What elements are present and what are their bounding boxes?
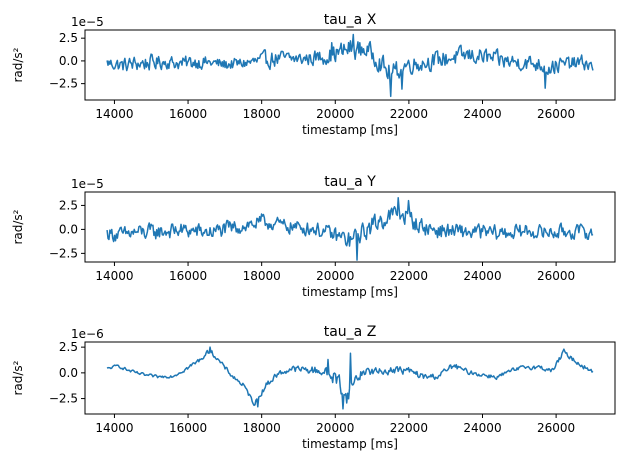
x-tick-label: 22000 (390, 269, 428, 283)
x-tick-label: 16000 (169, 421, 207, 435)
series-line (106, 197, 594, 261)
x-tick-label: 14000 (95, 107, 133, 121)
chart-title: tau_a Z (324, 324, 377, 340)
x-axis-label: timestamp [ms] (302, 123, 398, 137)
y-tick-label: 2.5 (59, 31, 78, 45)
subplot-tau-a-z: 14000 16000 18000 20000 22000 24000 26000 −2.5 0… (11, 324, 616, 451)
x-tick-label: 18000 (243, 107, 281, 121)
chart-title: tau_a Y (324, 174, 376, 190)
x-tick-label: 18000 (243, 269, 281, 283)
plot-frame (84, 29, 616, 101)
y-tick-label: −2.5 (49, 392, 78, 406)
x-tick-label: 20000 (316, 269, 354, 283)
y-offset-text: 1e−6 (71, 327, 104, 341)
y-tick-label: 0.0 (59, 54, 78, 68)
x-tick-label: 20000 (316, 421, 354, 435)
y-tick-label: −2.5 (49, 77, 78, 91)
x-axis-label: timestamp [ms] (302, 437, 398, 451)
x-tick-label: 18000 (243, 421, 281, 435)
x-tick-label: 22000 (390, 421, 428, 435)
x-tick-label: 26000 (537, 107, 575, 121)
series-line (106, 33, 594, 98)
y-offset-text: 1e−5 (71, 177, 104, 191)
x-tick-label: 24000 (463, 421, 501, 435)
x-tick-label: 24000 (463, 269, 501, 283)
y-axis-label: rad/s² (11, 360, 25, 395)
y-tick-label: 0.0 (59, 222, 78, 236)
plot-frame (84, 341, 616, 415)
y-axis-label: rad/s² (11, 209, 25, 244)
x-tick-label: 20000 (316, 107, 354, 121)
x-tick-label: 14000 (95, 269, 133, 283)
x-tick-label: 22000 (390, 107, 428, 121)
series-line (106, 346, 594, 410)
x-tick-label: 24000 (463, 107, 501, 121)
y-tick-label: −2.5 (49, 246, 78, 260)
x-tick-label: 26000 (537, 421, 575, 435)
x-tick-label: 16000 (169, 269, 207, 283)
y-axis-label: rad/s² (11, 47, 25, 82)
y-tick-label: 2.5 (59, 198, 78, 212)
subplot-tau-a-x: 14000 16000 18000 20000 22000 24000 26000 −2.5 0… (11, 12, 616, 137)
x-tick-label: 26000 (537, 269, 575, 283)
x-tick-label: 16000 (169, 107, 207, 121)
y-offset-text: 1e−5 (71, 15, 104, 29)
y-tick-label: 0.0 (59, 366, 78, 380)
x-axis-label: timestamp [ms] (302, 285, 398, 299)
subplot-tau-a-y: 14000 16000 18000 20000 22000 24000 26000 −2.5 0… (11, 174, 616, 299)
x-tick-label: 14000 (95, 421, 133, 435)
chart-title: tau_a X (324, 12, 377, 28)
plot-frame (84, 191, 616, 263)
y-tick-label: 2.5 (59, 340, 78, 354)
